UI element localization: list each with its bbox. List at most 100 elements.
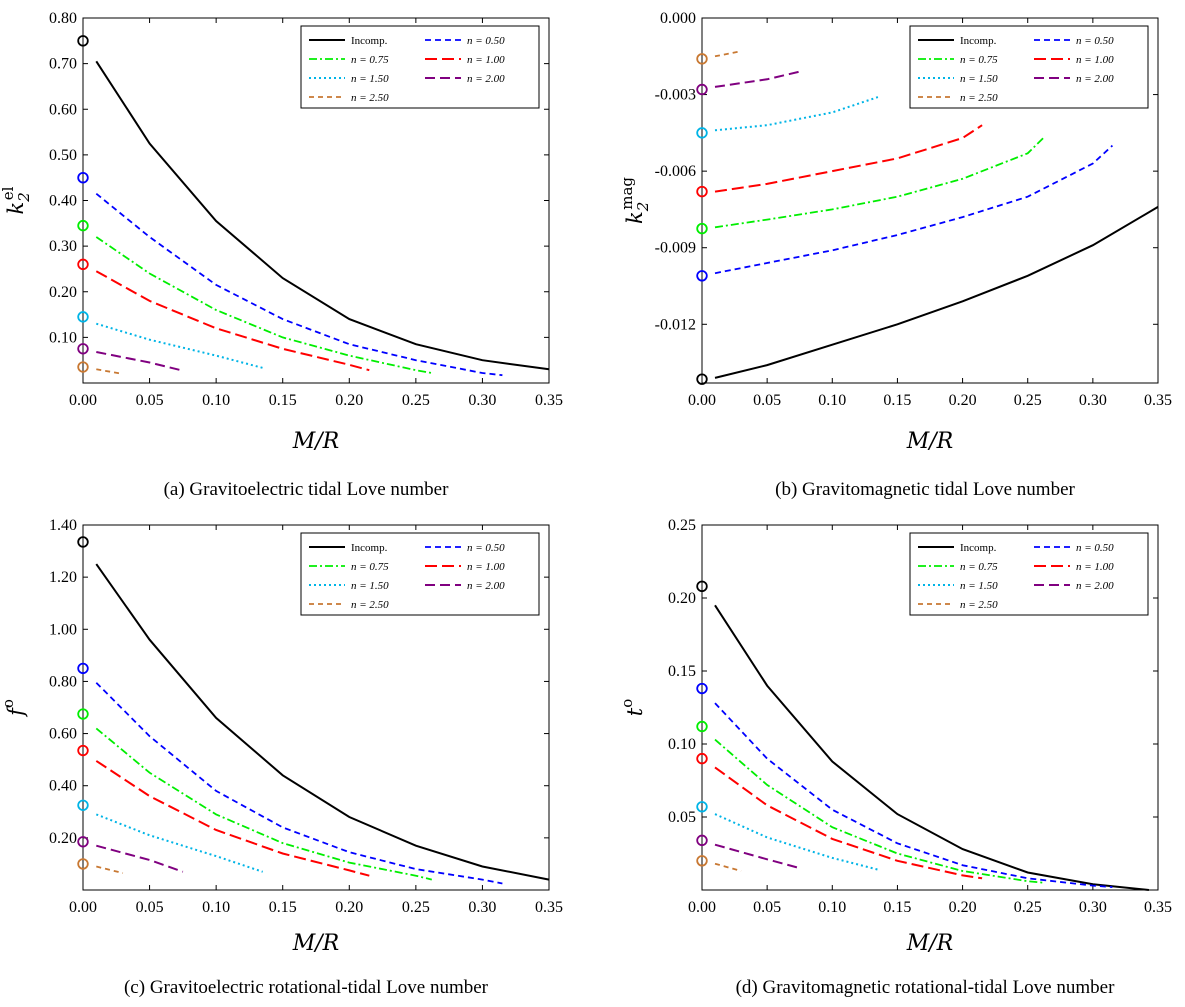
plot-frame xyxy=(701,524,1159,891)
marker-point xyxy=(696,801,708,813)
legend-entry: n = 0.50 xyxy=(467,35,505,47)
y-tick-label: 0.40 xyxy=(49,193,77,210)
x-axis-label: M/R xyxy=(906,931,954,956)
y-tick-label: 1.00 xyxy=(49,621,77,638)
legend-entry: n = 2.00 xyxy=(467,580,505,592)
svg-text:k2el: k2el xyxy=(0,186,33,214)
x-tick-label: 0.15 xyxy=(269,899,297,916)
legend-entry: n = 2.50 xyxy=(351,92,389,104)
x-tick-label: 0.00 xyxy=(69,392,97,409)
x-tick-label: 0.30 xyxy=(468,392,496,409)
legend-entry: Incomp. xyxy=(960,35,997,47)
x-axis-label: M/R xyxy=(292,931,340,956)
y-tick-label: 0.50 xyxy=(49,147,77,164)
chart-panel-2: 0.00 0.05 0.10 0.15 0.20 0.25 0.30 0.35 -0.012 -0… xyxy=(618,10,1172,500)
series-line-incomp- xyxy=(714,206,1159,379)
marker-point xyxy=(696,682,708,695)
series-line-n-1-00 xyxy=(95,760,370,877)
legend-entry: n = 1.00 xyxy=(467,54,505,66)
x-tick-label: 0.00 xyxy=(69,899,97,916)
y-tick-label: 0.40 xyxy=(49,778,77,795)
panel-caption: (b) Gravitomagnetic tidal Love number xyxy=(775,479,1075,500)
marker-point xyxy=(696,53,708,65)
x-tick-label: 0.35 xyxy=(1144,392,1172,409)
marker-point xyxy=(77,836,89,848)
series-line-n-1-00 xyxy=(95,270,370,372)
legend-entry: n = 1.50 xyxy=(351,580,389,592)
x-tick-label: 0.20 xyxy=(949,899,977,916)
series-line-n-0-75 xyxy=(95,236,432,374)
y-tick-label: 0.80 xyxy=(49,673,77,690)
x-tick-label: 0.05 xyxy=(753,899,781,916)
x-tick-label: 0.35 xyxy=(535,899,563,916)
legend-entry: n = 0.75 xyxy=(351,561,389,573)
series-line-n-2-00 xyxy=(96,844,184,873)
marker-point xyxy=(696,127,708,139)
x-tick-label: 0.20 xyxy=(949,392,977,409)
series-line-n-2-50 xyxy=(96,865,124,874)
marker-point xyxy=(696,83,708,96)
chart-panel-3: 0.00 0.05 0.10 0.15 0.20 0.25 0.30 0.35 0.20 0.40… xyxy=(0,517,563,998)
series-line-n-1-00 xyxy=(714,766,983,880)
y-tick-label: 0.25 xyxy=(668,517,696,534)
legend-entry: n = 1.50 xyxy=(351,73,389,85)
marker-point xyxy=(77,171,89,184)
y-tick-label: 0.15 xyxy=(668,663,696,680)
marker-point xyxy=(77,799,89,811)
series-line-n-0-50 xyxy=(714,144,1114,275)
series-line-incomp- xyxy=(95,60,550,371)
plot-frame xyxy=(701,17,1159,384)
x-tick-label: 0.00 xyxy=(688,392,716,409)
series-line-n-1-50 xyxy=(95,813,264,873)
marker-point xyxy=(77,361,89,373)
y-tick-label: 0.20 xyxy=(49,830,77,847)
x-tick-label: 0.25 xyxy=(402,392,430,409)
legend-entry: n = 2.00 xyxy=(1076,73,1114,85)
y-tick-label: 0.30 xyxy=(49,238,77,255)
legend-entry: Incomp. xyxy=(351,542,388,554)
x-tick-label: 0.10 xyxy=(818,392,846,409)
marker-point xyxy=(696,185,708,198)
svg-text:to: to xyxy=(618,699,647,716)
marker-point xyxy=(77,662,89,675)
y-axis-label: fo xyxy=(0,699,28,718)
legend: Incomp. n = 0.50 n = 0.75 n = 1.00 n = 1.50 n… xyxy=(909,532,1149,616)
legend: Incomp. n = 0.50 n = 0.75 n = 1.00 n = 1.50 n… xyxy=(909,25,1149,109)
x-tick-label: 0.30 xyxy=(468,899,496,916)
series-line-n-1-50 xyxy=(96,322,263,369)
y-tick-label: 0.60 xyxy=(49,726,77,743)
marker-point xyxy=(696,373,708,385)
x-tick-label: 0.05 xyxy=(136,899,164,916)
series-line-n-2-00 xyxy=(714,70,800,88)
marker-point xyxy=(77,35,89,47)
y-tick-label: 0.10 xyxy=(49,329,77,346)
y-tick-label: -0.012 xyxy=(655,316,696,333)
marker-point xyxy=(696,855,708,867)
legend-entry: n = 2.00 xyxy=(467,73,505,85)
legend-entry: n = 0.75 xyxy=(351,54,389,66)
series-line-n-1-50 xyxy=(714,96,879,132)
series-line-n-0-75 xyxy=(714,137,1044,229)
x-tick-label: 0.15 xyxy=(883,899,911,916)
x-tick-label: 0.05 xyxy=(753,392,781,409)
series-line-n-2-00 xyxy=(96,351,184,372)
y-tick-label: -0.009 xyxy=(655,240,696,257)
series-line-n-1-00 xyxy=(714,124,983,193)
legend-entry: Incomp. xyxy=(960,542,997,554)
y-tick-label: 0.80 xyxy=(49,10,77,27)
x-tick-label: 0.10 xyxy=(818,899,846,916)
x-axis-label: M/R xyxy=(292,429,340,454)
y-tick-label: 0.20 xyxy=(49,284,77,301)
x-tick-label: 0.25 xyxy=(1014,392,1042,409)
marker-point xyxy=(696,752,708,765)
x-tick-label: 0.15 xyxy=(269,392,297,409)
marker-point xyxy=(696,834,708,847)
marker-point xyxy=(696,270,708,282)
y-tick-label: 0.20 xyxy=(668,590,696,607)
x-tick-label: 0.10 xyxy=(202,899,230,916)
series-line-n-0-75 xyxy=(714,738,1044,884)
y-tick-label: 0.60 xyxy=(49,101,77,118)
y-tick-label: 0.05 xyxy=(668,809,696,826)
chart-panel-4: 0.00 0.05 0.10 0.15 0.20 0.25 0.30 0.35 0.05 0.10… xyxy=(618,517,1172,998)
